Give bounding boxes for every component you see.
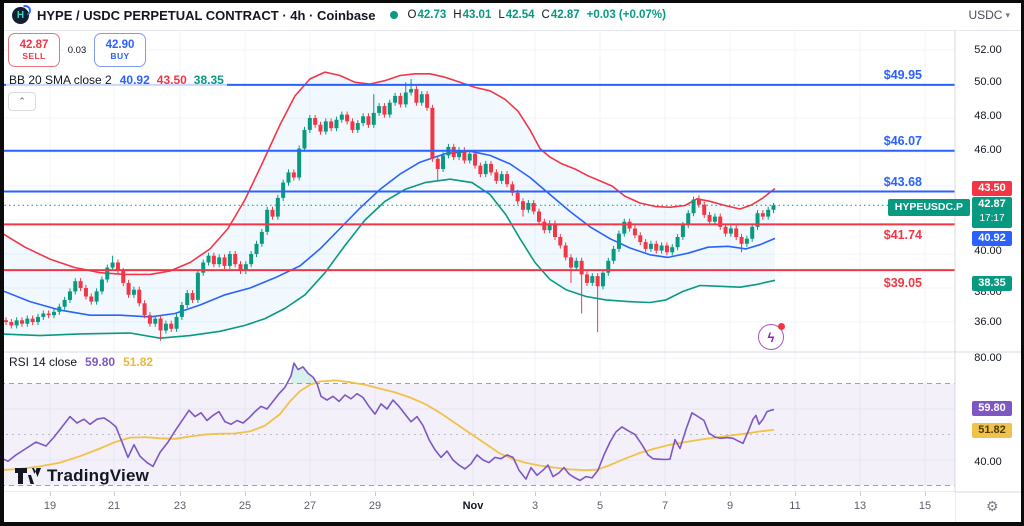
rsi-indicator-legend[interactable]: RSI 14 close 59.80 51.82 [6, 355, 157, 369]
price-axis-label: 52.00 [974, 44, 1002, 56]
time-axis[interactable]: 19 21 23 25 27 29 Nov 3 5 7 9 11 13 15 [0, 492, 955, 522]
time-tick [860, 492, 861, 496]
rsi-ma-value: 51.82 [123, 355, 154, 369]
price-badge: 42.87 17:17 [972, 197, 1012, 228]
level-price-label: $49.95 [883, 68, 922, 82]
spread-value: 0.03 [67, 44, 87, 56]
high-label: H [453, 9, 462, 21]
time-axis-label: 11 [789, 500, 801, 512]
symbol-header-bar: H HYPE / USDC PERPETUAL CONTRACT · 4h · … [0, 0, 1024, 31]
time-tick [180, 492, 181, 496]
level-price-label: $43.68 [883, 175, 922, 189]
bb-lower-value: 38.35 [193, 73, 224, 87]
tradingview-wordmark: TradingView [47, 466, 150, 485]
time-axis-label: 3 [531, 500, 539, 512]
tradingview-logo[interactable]: TradingView [14, 466, 149, 486]
time-axis-label: 29 [368, 500, 382, 512]
price-axis-label: 36.00 [974, 316, 1002, 328]
close-label: C [541, 9, 550, 21]
time-axis-label: 5 [596, 500, 604, 512]
time-tick [925, 492, 926, 496]
time-axis-label: 13 [853, 500, 867, 512]
time-tick [375, 492, 376, 496]
time-axis-label: Nov [462, 500, 484, 512]
time-tick [50, 492, 51, 496]
frame-border [1021, 0, 1024, 526]
symbol-title[interactable]: HYPE / USDC PERPETUAL CONTRACT · 4h · Co… [37, 7, 376, 23]
sell-price: 42.87 [19, 39, 49, 51]
collapse-pane-button[interactable]: ⌃ [8, 92, 36, 111]
time-tick [730, 492, 731, 496]
low-label: L [498, 9, 505, 21]
trade-widget: 42.87 SELL 0.03 42.90 BUY [8, 33, 146, 67]
time-axis-label: 25 [238, 500, 252, 512]
time-tick [245, 492, 246, 496]
level-price-label: $41.74 [883, 228, 922, 242]
price-badge: 38.35 [972, 276, 1012, 291]
time-axis-label: 21 [107, 500, 121, 512]
close-value: 42.87 [550, 9, 580, 21]
high-value: 43.01 [462, 9, 492, 21]
time-tick [665, 492, 666, 496]
time-tick [114, 492, 115, 496]
time-tick [535, 492, 536, 496]
open-label: O [407, 9, 417, 21]
time-tick [310, 492, 311, 496]
tradingview-mark-icon [15, 468, 41, 484]
change-value: +0.03 (+0.07%) [586, 9, 666, 21]
currency-dropdown[interactable]: USDC ▾ [968, 8, 1010, 22]
ohlc-readout: O 42.73 H 43.01 L 42.54 C 42.87 +0.03 (+0.07… [408, 9, 666, 21]
price-axis-label: 40.00 [974, 245, 1002, 257]
lightning-icon: ϟ [767, 329, 775, 345]
open-value: 42.73 [417, 9, 447, 21]
price-badge: 59.80 [972, 401, 1012, 416]
quick-trade-lightning-button[interactable]: ϟ [758, 323, 785, 350]
axis-settings-gear-icon[interactable]: ⚙ [986, 498, 999, 514]
time-axis-label: 27 [303, 500, 317, 512]
level-price-label: $39.05 [883, 276, 922, 290]
level-price-label: $46.07 [883, 134, 922, 148]
frame-border [0, 522, 1024, 526]
time-axis-label: 19 [43, 500, 57, 512]
currency-label: USDC [968, 8, 1003, 22]
buy-button[interactable]: 42.90 BUY [94, 33, 146, 67]
price-badge: 43.50 [972, 181, 1012, 196]
price-badge: 51.82 [972, 423, 1012, 438]
time-tick [795, 492, 796, 496]
rsi-legend-title: RSI 14 close [9, 355, 78, 369]
time-tick [600, 492, 601, 496]
hype-coin-icon: H [12, 6, 29, 24]
bb-indicator-legend[interactable]: BB 20 SMA close 2 40.92 43.50 38.35 [6, 73, 227, 87]
bb-upper-value: 43.50 [156, 73, 187, 87]
time-axis-label: 15 [918, 500, 932, 512]
sell-label: SELL [22, 50, 46, 61]
rsi-value: 59.80 [85, 355, 116, 369]
time-axis-label: 7 [661, 500, 669, 512]
bb-basis-value: 40.92 [119, 73, 150, 87]
buy-label: BUY [110, 50, 130, 61]
symbol-price-tag: HYPEUSDC.P [887, 199, 970, 216]
sell-button[interactable]: 42.87 SELL [8, 33, 60, 67]
price-axis-label: 80.00 [974, 352, 1002, 364]
low-value: 42.54 [505, 9, 535, 21]
chevron-up-icon: ⌃ [18, 96, 26, 106]
time-axis-label: 23 [173, 500, 187, 512]
bb-legend-title: BB 20 SMA close 2 [9, 73, 112, 87]
frame-border [0, 0, 4, 526]
price-axis-label: 40.00 [974, 456, 1002, 468]
price-axis-label: 48.00 [974, 110, 1002, 122]
price-badge: 40.92 [972, 231, 1012, 246]
market-status-dot-icon [389, 11, 398, 19]
buy-price: 42.90 [105, 39, 135, 51]
frame-border [0, 0, 1024, 3]
price-axis-label: 46.00 [974, 144, 1002, 156]
time-axis-label: 9 [726, 500, 734, 512]
chevron-down-icon: ▾ [1005, 9, 1010, 20]
time-tick [473, 492, 474, 496]
price-axis-label: 50.00 [974, 76, 1002, 88]
